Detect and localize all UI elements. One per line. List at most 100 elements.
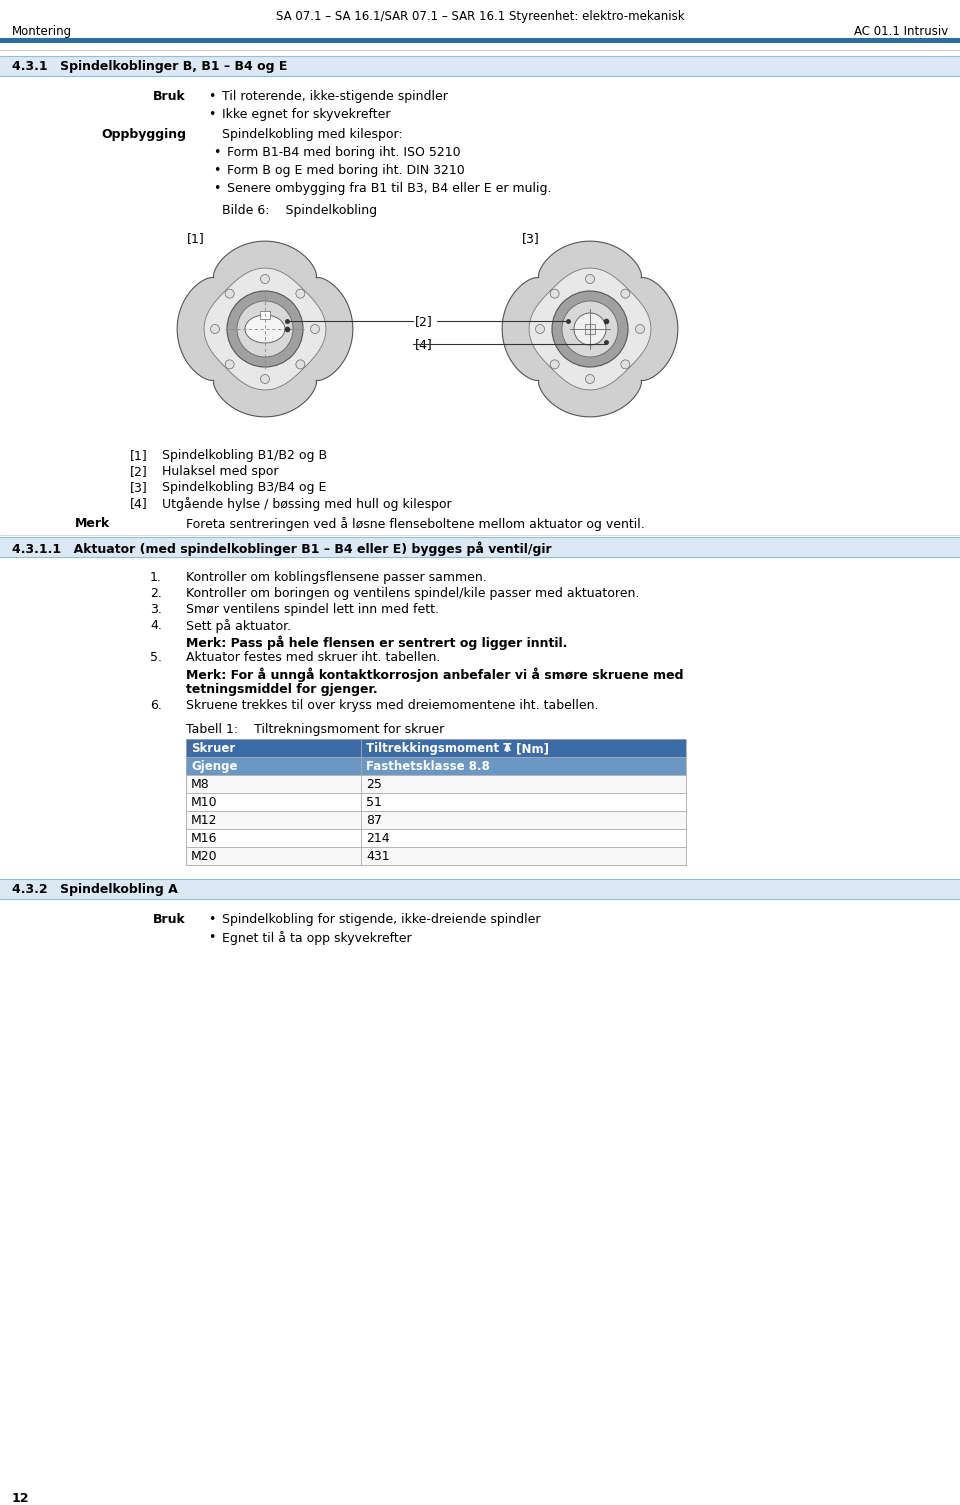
- Text: •: •: [208, 108, 215, 120]
- Circle shape: [210, 325, 220, 334]
- Circle shape: [226, 289, 234, 298]
- Text: Form B og E med boring iht. DIN 3210: Form B og E med boring iht. DIN 3210: [227, 164, 465, 178]
- Text: Hulaksel med spor: Hulaksel med spor: [162, 465, 278, 479]
- Bar: [0, 879, 960, 898]
- Text: [Nm]: [Nm]: [512, 742, 549, 756]
- Circle shape: [550, 360, 559, 369]
- Text: Montering: Montering: [12, 26, 72, 38]
- Text: 2.: 2.: [150, 587, 162, 600]
- Text: [2]: [2]: [415, 315, 433, 328]
- Circle shape: [536, 325, 544, 334]
- Bar: [186, 757, 686, 775]
- Text: Ikke egnet for skyvekrefter: Ikke egnet for skyvekrefter: [222, 108, 391, 120]
- Text: 4.3.1.1  Aktuator (med spindelkoblinger B1 – B4 eller E) bygges på ventil/gir: 4.3.1.1 Aktuator (med spindelkoblinger B…: [12, 540, 552, 555]
- Circle shape: [552, 290, 628, 367]
- Text: •: •: [213, 146, 221, 160]
- Text: Bilde 6:    Spindelkobling: Bilde 6: Spindelkobling: [222, 205, 377, 217]
- Text: [1]: [1]: [187, 232, 204, 245]
- Text: AC 01.1 Intrusiv: AC 01.1 Intrusiv: [853, 26, 948, 38]
- Text: 431: 431: [366, 850, 390, 862]
- Text: A: A: [504, 743, 511, 752]
- Text: 4.3.2  Spindelkobling A: 4.3.2 Spindelkobling A: [12, 883, 178, 895]
- Bar: [186, 739, 686, 757]
- Text: Foreta sentreringen ved å løsne flenseboltene mellom aktuator og ventil.: Foreta sentreringen ved å løsne flensebo…: [186, 518, 645, 531]
- Text: •: •: [213, 182, 221, 196]
- Polygon shape: [178, 241, 353, 417]
- Text: Fasthetsklasse 8.8: Fasthetsklasse 8.8: [366, 760, 490, 774]
- Text: Aktuator festes med skruer iht. tabellen.: Aktuator festes med skruer iht. tabellen…: [186, 652, 441, 664]
- Bar: [186, 829, 686, 847]
- Text: Spindelkobling for stigende, ikke-dreiende spindler: Spindelkobling for stigende, ikke-dreien…: [222, 914, 540, 926]
- Bar: [186, 811, 686, 829]
- Circle shape: [636, 325, 644, 334]
- Circle shape: [296, 360, 305, 369]
- Text: 25: 25: [366, 778, 382, 792]
- Circle shape: [621, 360, 630, 369]
- Text: Form B1-B4 med boring iht. ISO 5210: Form B1-B4 med boring iht. ISO 5210: [227, 146, 461, 160]
- Text: 5.: 5.: [150, 652, 162, 664]
- Bar: [260, 312, 270, 319]
- Text: tetningsmiddel for gjenger.: tetningsmiddel for gjenger.: [186, 683, 377, 695]
- Text: M10: M10: [191, 796, 218, 810]
- Circle shape: [574, 313, 606, 345]
- Text: 12: 12: [12, 1491, 30, 1505]
- Text: •: •: [213, 164, 221, 178]
- Text: 87: 87: [366, 814, 382, 828]
- Bar: [186, 775, 686, 793]
- Text: •: •: [208, 90, 215, 102]
- Text: Senere ombygging fra B1 til B3, B4 eller E er mulig.: Senere ombygging fra B1 til B3, B4 eller…: [227, 182, 551, 196]
- Text: M8: M8: [191, 778, 209, 792]
- Text: Bruk: Bruk: [154, 90, 186, 102]
- Text: Spindelkobling med kilespor:: Spindelkobling med kilespor:: [222, 128, 402, 141]
- Text: [3]: [3]: [522, 232, 540, 245]
- Text: Kontroller om boringen og ventilens spindel/kile passer med aktuatoren.: Kontroller om boringen og ventilens spin…: [186, 587, 639, 600]
- Text: 4.: 4.: [150, 619, 162, 632]
- Text: Merk: Merk: [75, 518, 110, 530]
- Text: Egnet til å ta opp skyvekrefter: Egnet til å ta opp skyvekrefter: [222, 932, 412, 945]
- Text: 1.: 1.: [150, 570, 162, 584]
- Text: Spindelkobling B3/B4 og E: Spindelkobling B3/B4 og E: [162, 482, 326, 494]
- Text: 3.: 3.: [150, 604, 162, 616]
- Text: 4.3.1  Spindelkoblinger B, B1 – B4 og E: 4.3.1 Spindelkoblinger B, B1 – B4 og E: [12, 60, 287, 74]
- Text: Utgående hylse / bøssing med hull og kilespor: Utgående hylse / bøssing med hull og kil…: [162, 497, 451, 512]
- Text: Skruer: Skruer: [191, 742, 235, 756]
- Circle shape: [586, 274, 594, 283]
- Ellipse shape: [245, 315, 285, 343]
- Text: •: •: [208, 932, 215, 944]
- Text: M12: M12: [191, 814, 218, 828]
- Polygon shape: [204, 268, 325, 390]
- Bar: [0, 38, 960, 44]
- Polygon shape: [502, 241, 678, 417]
- Circle shape: [296, 289, 305, 298]
- Bar: [186, 793, 686, 811]
- Circle shape: [227, 290, 303, 367]
- Polygon shape: [529, 268, 651, 390]
- Circle shape: [310, 325, 320, 334]
- Text: Gjenge: Gjenge: [191, 760, 237, 774]
- Text: Bruk: Bruk: [154, 914, 186, 926]
- Text: M16: M16: [191, 832, 218, 844]
- Text: Sett på aktuator.: Sett på aktuator.: [186, 619, 291, 634]
- Circle shape: [226, 360, 234, 369]
- Text: Merk: For å unngå kontaktkorrosjon anbefaler vi å smøre skruene med: Merk: For å unngå kontaktkorrosjon anbef…: [186, 667, 684, 682]
- Circle shape: [550, 289, 559, 298]
- Circle shape: [260, 274, 270, 283]
- Text: Tiltrekkingsmoment T: Tiltrekkingsmoment T: [366, 742, 512, 756]
- Bar: [585, 324, 595, 334]
- Text: 6.: 6.: [150, 698, 162, 712]
- Circle shape: [260, 375, 270, 384]
- Text: Smør ventilens spindel lett inn med fett.: Smør ventilens spindel lett inn med fett…: [186, 604, 439, 616]
- Text: [4]: [4]: [130, 497, 148, 510]
- Text: Til roterende, ikke-stigende spindler: Til roterende, ikke-stigende spindler: [222, 90, 448, 102]
- Text: M20: M20: [191, 850, 218, 862]
- Bar: [0, 56, 960, 75]
- Text: [2]: [2]: [130, 465, 148, 479]
- Circle shape: [562, 301, 618, 357]
- Text: Oppbygging: Oppbygging: [101, 128, 186, 141]
- Circle shape: [621, 289, 630, 298]
- Text: 214: 214: [366, 832, 390, 844]
- Text: 51: 51: [366, 796, 382, 810]
- Bar: [0, 537, 960, 557]
- Text: SA 07.1 – SA 16.1/SAR 07.1 – SAR 16.1 Styreenhet: elektro-mekanisk: SA 07.1 – SA 16.1/SAR 07.1 – SAR 16.1 St…: [276, 11, 684, 23]
- Circle shape: [237, 301, 293, 357]
